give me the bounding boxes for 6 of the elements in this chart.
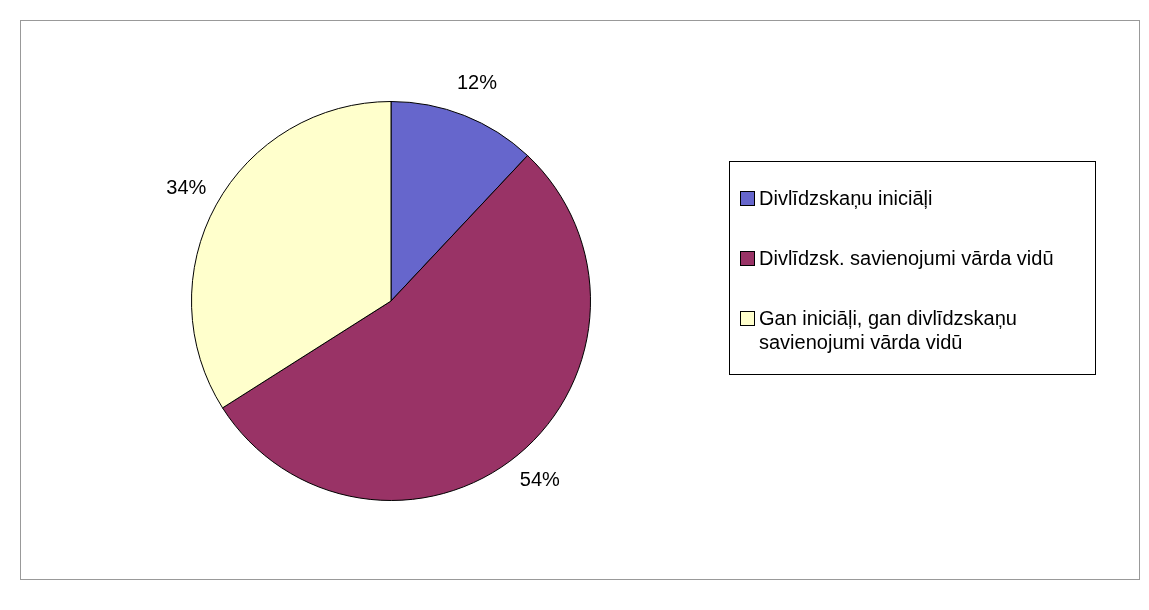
data-label: 54% <box>519 468 561 491</box>
legend-label: Divlīdzsk. savienojumi vārda vidū <box>759 246 1054 270</box>
legend-label: Divlīdzskaņu iniciāļi <box>759 186 933 210</box>
data-label: 12% <box>456 71 498 94</box>
legend-label: Gan iniciāļi, gan divlīdzskaņu savienojumi vārda vidū <box>759 306 1018 354</box>
data-label: 34% <box>166 176 207 199</box>
